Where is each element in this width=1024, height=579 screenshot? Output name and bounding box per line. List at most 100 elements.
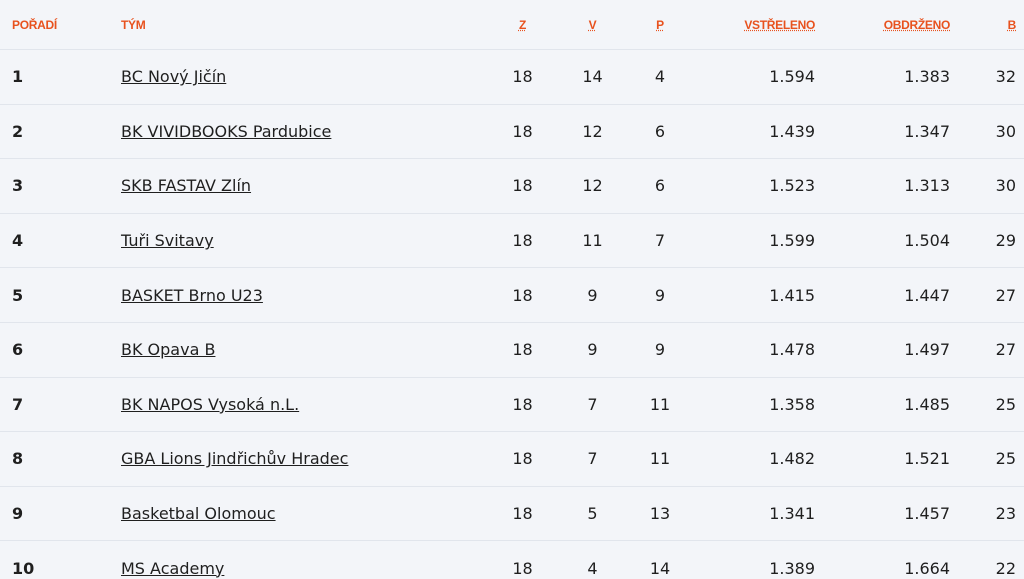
- header-text[interactable]: V: [588, 17, 597, 32]
- cell: 1.358: [690, 377, 825, 433]
- cell-text: 1.482: [769, 449, 815, 469]
- cell: 8: [0, 431, 105, 487]
- team-link[interactable]: BK NAPOS Vysoká n.L.: [121, 394, 300, 414]
- cell-text: 18: [512, 67, 533, 87]
- cell: 12: [555, 104, 630, 160]
- cell: 9: [630, 267, 690, 323]
- header-row: POŘADÍ TÝM Z V P VSTŘELENO OBDRŽENO B: [0, 0, 1024, 50]
- cell-text: 1.523: [769, 176, 815, 196]
- cell: 30: [960, 104, 1024, 160]
- cell: 1.594: [690, 49, 825, 105]
- header-text[interactable]: Z: [518, 17, 527, 32]
- header-text[interactable]: OBDRŽENO: [883, 17, 951, 32]
- cell: 6: [630, 104, 690, 160]
- cell-text: 18: [512, 231, 533, 251]
- cell-text: 11: [649, 394, 671, 414]
- cell: 1.313: [825, 158, 960, 214]
- cell: 18: [490, 486, 555, 542]
- cell: Tuři Svitavy: [105, 213, 490, 269]
- cell: 7: [630, 213, 690, 269]
- header-text[interactable]: VSTŘELENO: [744, 17, 815, 32]
- cell: 5: [0, 267, 105, 323]
- cell-text: 1.341: [769, 504, 815, 524]
- cell: 22: [960, 540, 1024, 579]
- cell-text: 18: [512, 504, 533, 524]
- cell-text: 1.383: [904, 67, 950, 87]
- cell: 18: [490, 49, 555, 105]
- team-link[interactable]: Basketbal Olomouc: [121, 504, 276, 524]
- column-header[interactable]: B: [960, 0, 1024, 50]
- cell: 18: [490, 377, 555, 433]
- cell-text: 2: [12, 121, 24, 141]
- cell-text: 10: [12, 558, 35, 578]
- column-header: TÝM: [105, 0, 490, 50]
- team-link[interactable]: SKB FASTAV Zlín: [121, 176, 252, 196]
- cell: 1: [0, 49, 105, 105]
- team-link[interactable]: Tuři Svitavy: [121, 231, 214, 251]
- cell: MS Academy: [105, 540, 490, 579]
- cell: 25: [960, 377, 1024, 433]
- cell-text: 27: [995, 285, 1016, 305]
- team-link[interactable]: GBA Lions Jindřichův Hradec: [121, 449, 349, 469]
- cell-text: 4: [587, 558, 598, 578]
- team-link[interactable]: BASKET Brno U23: [121, 285, 263, 305]
- cell: BK NAPOS Vysoká n.L.: [105, 377, 490, 433]
- cell-text: 18: [512, 285, 533, 305]
- cell: 30: [960, 158, 1024, 214]
- cell-text: 27: [995, 340, 1016, 360]
- cell-text: 11: [649, 449, 671, 469]
- cell-text: 18: [512, 121, 533, 141]
- team-row: 4 Tuři Svitavy 18 11 7 1.599 1.504 29: [0, 213, 1024, 269]
- cell: 1.415: [690, 267, 825, 323]
- cell-text: 9: [654, 285, 666, 305]
- cell-text: 6: [654, 176, 666, 196]
- cell: 4: [555, 540, 630, 579]
- cell: 1.497: [825, 322, 960, 378]
- cell: 1.485: [825, 377, 960, 433]
- team-link[interactable]: BK VIVIDBOOKS Pardubice: [121, 121, 332, 141]
- cell: 9: [555, 267, 630, 323]
- cell: 1.599: [690, 213, 825, 269]
- cell: 6: [0, 322, 105, 378]
- cell-text: 12: [582, 121, 603, 141]
- cell: 4: [630, 49, 690, 105]
- team-link[interactable]: BK Opava B: [121, 340, 216, 360]
- cell: 1.447: [825, 267, 960, 323]
- cell-text: 32: [995, 67, 1016, 87]
- cell-text: 9: [587, 285, 598, 305]
- team-row: 5 BASKET Brno U23 18 9 9 1.415 1.447 27: [0, 267, 1024, 323]
- column-header[interactable]: OBDRŽENO: [825, 0, 960, 50]
- cell-text: 30: [995, 176, 1016, 196]
- team-row: 6 BK Opava B 18 9 9 1.478 1.497 27: [0, 322, 1024, 378]
- team-row: 3 SKB FASTAV Zlín 18 12 6 1.523 1.313 30: [0, 158, 1024, 214]
- cell: 18: [490, 540, 555, 579]
- cell-text: 1.457: [904, 504, 950, 524]
- header-text[interactable]: P: [656, 17, 664, 32]
- cell-text: 1.521: [904, 449, 950, 469]
- column-header[interactable]: Z: [490, 0, 555, 50]
- cell: GBA Lions Jindřichův Hradec: [105, 431, 490, 487]
- header-text[interactable]: B: [1007, 17, 1017, 32]
- cell-text: 1.599: [769, 231, 815, 251]
- cell: 1.457: [825, 486, 960, 542]
- cell: 18: [490, 104, 555, 160]
- cell-text: 30: [995, 121, 1016, 141]
- column-header: POŘADÍ: [0, 0, 105, 50]
- column-header[interactable]: VSTŘELENO: [690, 0, 825, 50]
- header-text: POŘADÍ: [12, 17, 57, 32]
- cell-text: 13: [649, 504, 671, 524]
- cell: 1.523: [690, 158, 825, 214]
- team-link[interactable]: MS Academy: [121, 558, 225, 578]
- cell-text: 1.497: [904, 340, 950, 360]
- cell-text: 1.478: [769, 340, 815, 360]
- team-link[interactable]: BC Nový Jičín: [121, 67, 227, 87]
- cell: 1.482: [690, 431, 825, 487]
- cell-text: 1.504: [904, 231, 950, 251]
- cell-text: 23: [995, 504, 1016, 524]
- cell: BASKET Brno U23: [105, 267, 490, 323]
- cell: 5: [555, 486, 630, 542]
- column-header[interactable]: V: [555, 0, 630, 50]
- table-body: 1 BC Nový Jičín 18 14 4 1.594 1.383 32 2 BK VIVID…: [0, 49, 1024, 579]
- cell-text: 4: [654, 67, 666, 87]
- column-header[interactable]: P: [630, 0, 690, 50]
